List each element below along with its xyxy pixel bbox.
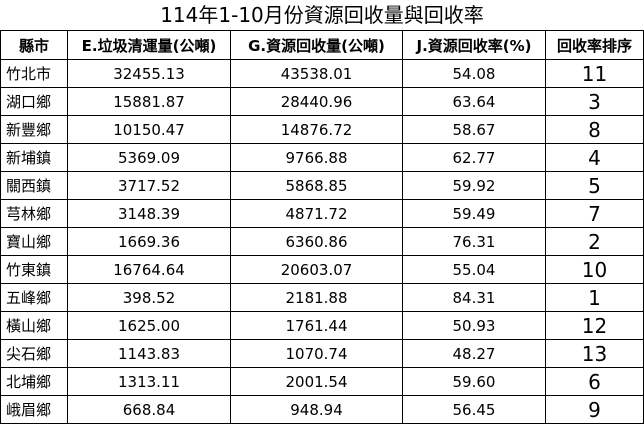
waste-cleared-cell: 1143.83 [67,339,231,368]
header-recycled-amount: G.資源回收量(公噸) [230,30,403,60]
recycled-amount-cell: 20603.07 [230,255,403,284]
recycle-rate-cell: 62.77 [402,143,546,172]
district-cell: 北埔鄉 [0,367,68,396]
waste-cleared-cell: 10150.47 [67,115,231,144]
recycle-rate-cell: 76.31 [402,227,546,256]
recycled-amount-cell: 948.94 [230,395,403,424]
table-row: 北埔鄉 1313.11 2001.54 59.60 6 [0,367,644,396]
table-row: 寶山鄉 1669.36 6360.86 76.31 2 [0,227,644,256]
recycled-amount-cell: 43538.01 [230,59,403,88]
table-row: 新豐鄉 10150.47 14876.72 58.67 8 [0,115,644,144]
district-cell: 寶山鄉 [0,227,68,256]
waste-cleared-cell: 32455.13 [67,59,231,88]
district-cell: 竹東鎮 [0,255,68,284]
rank-cell: 12 [545,311,644,340]
table-row: 峨眉鄉 668.84 948.94 56.45 9 [0,395,644,424]
district-cell: 五峰鄉 [0,283,68,312]
rank-cell: 7 [545,199,644,228]
recycled-amount-cell: 2001.54 [230,367,403,396]
rank-cell: 6 [545,367,644,396]
table-row: 橫山鄉 1625.00 1761.44 50.93 12 [0,311,644,340]
district-cell: 芎林鄉 [0,199,68,228]
waste-cleared-cell: 398.52 [67,283,231,312]
waste-cleared-cell: 1669.36 [67,227,231,256]
header-district: 縣市 [0,30,68,60]
recycle-rate-cell: 84.31 [402,283,546,312]
rank-cell: 1 [545,283,644,312]
waste-cleared-cell: 668.84 [67,395,231,424]
recycle-rate-cell: 55.04 [402,255,546,284]
rank-cell: 5 [545,171,644,200]
recycled-amount-cell: 6360.86 [230,227,403,256]
recycling-table: 縣市 E.垃圾清運量(公噸) G.資源回收量(公噸) J.資源回收率(%) 回收… [0,30,644,424]
district-cell: 橫山鄉 [0,311,68,340]
table-row: 芎林鄉 3148.39 4871.72 59.49 7 [0,199,644,228]
district-cell: 尖石鄉 [0,339,68,368]
district-cell: 竹北市 [0,59,68,88]
table-row: 湖口鄉 15881.87 28440.96 63.64 3 [0,87,644,116]
recycle-rate-cell: 59.92 [402,171,546,200]
recycle-rate-cell: 59.60 [402,367,546,396]
recycle-rate-cell: 54.08 [402,59,546,88]
recycle-rate-cell: 56.45 [402,395,546,424]
rank-cell: 3 [545,87,644,116]
recycle-rate-cell: 63.64 [402,87,546,116]
waste-cleared-cell: 16764.64 [67,255,231,284]
table-row: 竹北市 32455.13 43538.01 54.08 11 [0,59,644,88]
header-rank: 回收率排序 [545,30,644,60]
header-waste-cleared: E.垃圾清運量(公噸) [67,30,231,60]
recycled-amount-cell: 5868.85 [230,171,403,200]
waste-cleared-cell: 1625.00 [67,311,231,340]
table-body: 竹北市 32455.13 43538.01 54.08 11 湖口鄉 15881.87 284… [0,59,644,424]
recycled-amount-cell: 1761.44 [230,311,403,340]
recycled-amount-cell: 14876.72 [230,115,403,144]
table-row: 尖石鄉 1143.83 1070.74 48.27 13 [0,339,644,368]
recycle-rate-cell: 48.27 [402,339,546,368]
recycle-rate-cell: 58.67 [402,115,546,144]
recycled-amount-cell: 9766.88 [230,143,403,172]
rank-cell: 2 [545,227,644,256]
waste-cleared-cell: 3148.39 [67,199,231,228]
recycled-amount-cell: 2181.88 [230,283,403,312]
district-cell: 新豐鄉 [0,115,68,144]
rank-cell: 11 [545,59,644,88]
waste-cleared-cell: 5369.09 [67,143,231,172]
recycled-amount-cell: 28440.96 [230,87,403,116]
recycled-amount-cell: 1070.74 [230,339,403,368]
table-row: 五峰鄉 398.52 2181.88 84.31 1 [0,283,644,312]
table-header-row: 縣市 E.垃圾清運量(公噸) G.資源回收量(公噸) J.資源回收率(%) 回收… [0,30,644,60]
recycle-rate-cell: 50.93 [402,311,546,340]
recycle-rate-cell: 59.49 [402,199,546,228]
rank-cell: 13 [545,339,644,368]
district-cell: 峨眉鄉 [0,395,68,424]
waste-cleared-cell: 1313.11 [67,367,231,396]
header-recycle-rate: J.資源回收率(%) [402,30,546,60]
waste-cleared-cell: 3717.52 [67,171,231,200]
table-row: 新埔鎮 5369.09 9766.88 62.77 4 [0,143,644,172]
table-row: 關西鎮 3717.52 5868.85 59.92 5 [0,171,644,200]
district-cell: 湖口鄉 [0,87,68,116]
rank-cell: 10 [545,255,644,284]
rank-cell: 4 [545,143,644,172]
page-title: 114年1-10月份資源回收量與回收率 [160,3,484,27]
district-cell: 新埔鎮 [0,143,68,172]
district-cell: 關西鎮 [0,171,68,200]
rank-cell: 8 [545,115,644,144]
rank-cell: 9 [545,395,644,424]
waste-cleared-cell: 15881.87 [67,87,231,116]
table-row: 竹東鎮 16764.64 20603.07 55.04 10 [0,255,644,284]
recycled-amount-cell: 4871.72 [230,199,403,228]
